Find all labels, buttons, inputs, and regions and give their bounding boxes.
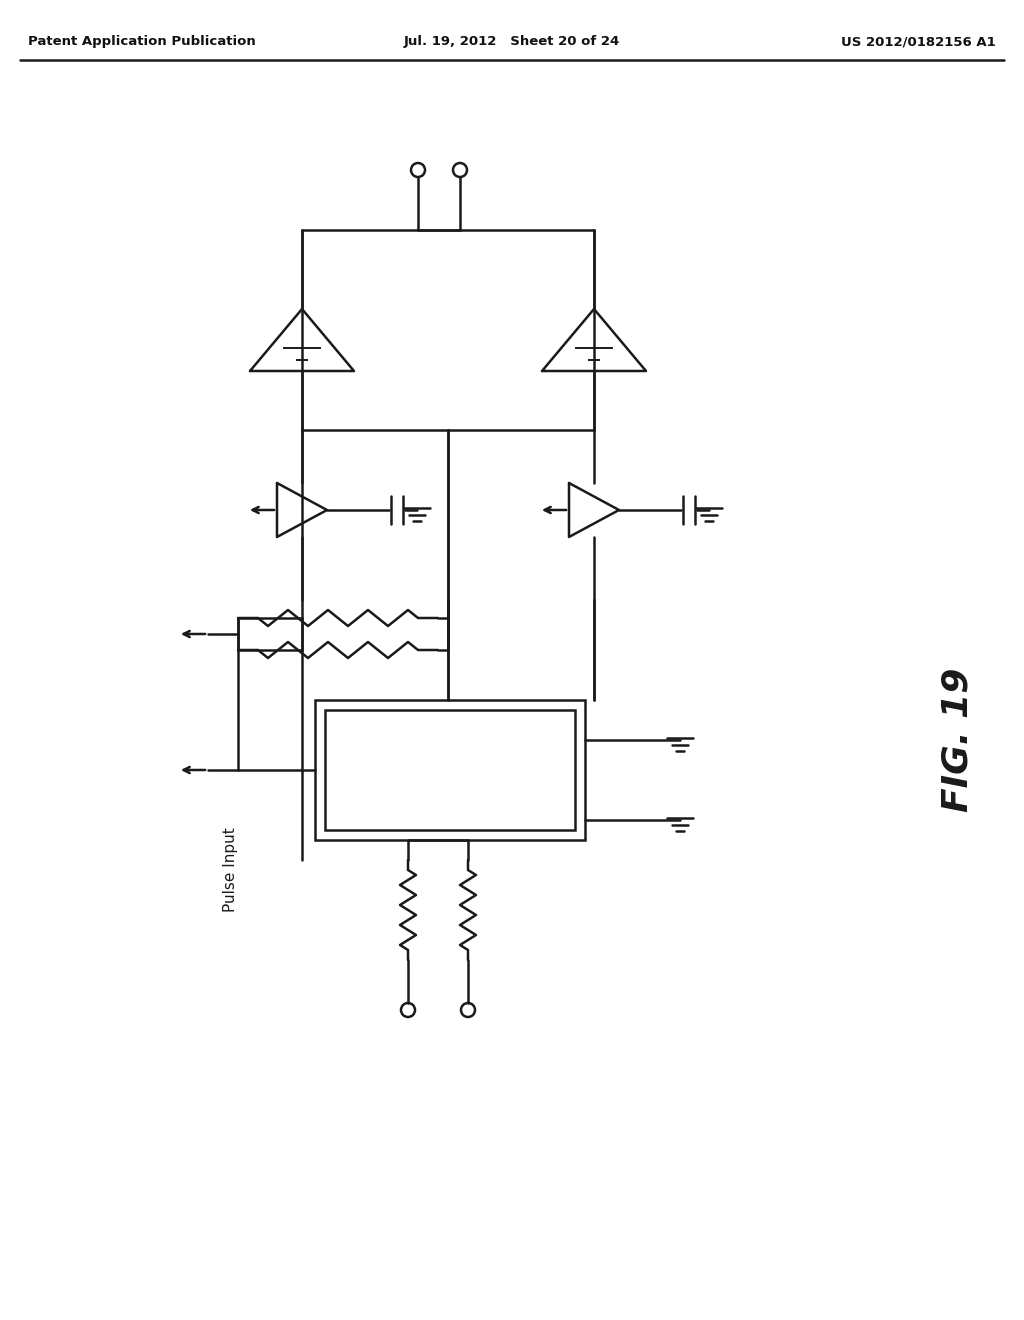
Text: Patent Application Publication: Patent Application Publication — [28, 36, 256, 49]
Bar — [315, 700, 585, 840]
Bar — [325, 710, 575, 830]
Text: FIG. 19: FIG. 19 — [941, 668, 975, 812]
Text: Jul. 19, 2012   Sheet 20 of 24: Jul. 19, 2012 Sheet 20 of 24 — [403, 36, 621, 49]
Text: US 2012/0182156 A1: US 2012/0182156 A1 — [842, 36, 996, 49]
Text: Pulse Input: Pulse Input — [222, 828, 238, 912]
